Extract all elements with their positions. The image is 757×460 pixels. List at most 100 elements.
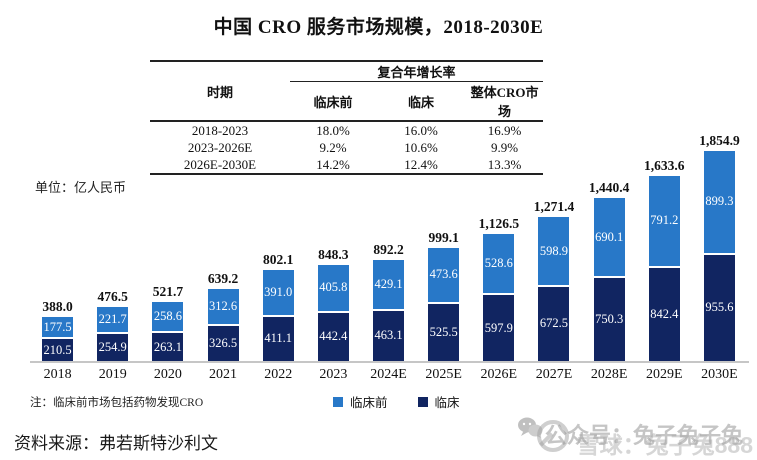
table-cell: 18.0% bbox=[316, 122, 350, 138]
bar-segment-clinical: 442.4 bbox=[317, 310, 349, 361]
table-header-clinical: 临床 bbox=[407, 94, 434, 110]
x-axis-label: 2020 bbox=[153, 367, 182, 382]
bar-segment-preclinical: 791.2 bbox=[648, 176, 680, 266]
bar-segment-clinical: 463.1 bbox=[373, 308, 405, 361]
x-axis-label: 2026E bbox=[480, 367, 518, 382]
bar-segment-preclinical: 899.3 bbox=[703, 151, 735, 253]
bar-segment-preclinical: 473.6 bbox=[428, 247, 460, 302]
x-axis-line bbox=[30, 361, 749, 363]
bar-segment-preclinical: 221.7 bbox=[97, 307, 129, 333]
table-cell: 12.4% bbox=[404, 156, 438, 172]
cagr-table: 时期 复合年增长率 临床前 临床 整体CRO市场 2018-2023 18.0% 1… bbox=[150, 60, 544, 175]
bar-column: 476.5 221.7 254.9 bbox=[85, 289, 140, 361]
total-value-label: 1,854.9 bbox=[699, 133, 740, 149]
table-cell: 10.6% bbox=[404, 139, 438, 155]
bar-segment-clinical: 597.9 bbox=[483, 293, 515, 361]
table-row: 2026E-2030E 14.2% 12.4% 13.3% bbox=[150, 156, 543, 174]
table-header-overall-cro: 整体CRO市场 bbox=[470, 85, 539, 119]
bar-column: 892.2 429.1 463.1 bbox=[361, 242, 416, 361]
bar-segment-preclinical: 177.5 bbox=[42, 317, 74, 338]
preclinical-swatch-icon bbox=[333, 396, 343, 407]
bar-column: 848.3 405.8 442.4 bbox=[306, 247, 361, 361]
x-axis-label: 2024E bbox=[370, 367, 407, 382]
legend-label-clinical: 临床 bbox=[434, 396, 460, 410]
x-axis-label: 2030E bbox=[701, 367, 738, 382]
x-axis-label: 2021 bbox=[209, 367, 238, 382]
bar-segment-clinical: 955.6 bbox=[703, 252, 735, 361]
x-axis-label: 2023 bbox=[319, 367, 348, 382]
bar-segment-clinical: 525.5 bbox=[428, 301, 460, 361]
unit-label: 单位：亿人民币 bbox=[35, 180, 127, 195]
table-row: 2023-2026E 9.2% 10.6% 9.9% bbox=[150, 139, 543, 156]
total-value-label: 521.7 bbox=[152, 283, 184, 299]
table-cell: 9.9% bbox=[490, 139, 519, 155]
total-value-label: 999.1 bbox=[428, 229, 459, 245]
bar-column: 1,440.4 690.1 750.3 bbox=[582, 180, 637, 361]
legend-label-preclinical: 临床前 bbox=[350, 396, 388, 410]
bar-column: 521.7 258.6 263.1 bbox=[140, 284, 195, 361]
watermark: 公众号：兔子兔子兔 雪球：兔子兔888 bbox=[515, 412, 755, 458]
total-value-label: 848.3 bbox=[318, 247, 349, 263]
cagr-table-body: 2018-2023 18.0% 16.0% 16.9% 2023-2026E 9.2% 10… bbox=[150, 121, 543, 174]
bar-column: 802.1 391.0 411.1 bbox=[251, 252, 306, 361]
bar-column: 1,271.4 598.9 672.5 bbox=[526, 199, 581, 361]
total-value-label: 639.2 bbox=[207, 270, 239, 286]
bar-segment-preclinical: 690.1 bbox=[593, 198, 625, 277]
x-axis-labels: 2018 2019 2020 2021 2022 2023 2024E 2025E 2026E 2… bbox=[30, 367, 747, 383]
bar-segment-clinical: 254.9 bbox=[97, 332, 129, 361]
x-axis-label: 2027E bbox=[535, 367, 573, 382]
total-value-label: 1,633.6 bbox=[644, 158, 685, 174]
total-value-label: 1,440.4 bbox=[588, 180, 630, 196]
page-title: 中国 CRO 服务市场规模，2018-2030E bbox=[213, 17, 544, 38]
x-axis-label: 2022 bbox=[264, 367, 293, 382]
total-value-label: 802.1 bbox=[263, 252, 294, 268]
watermark-text-secondary: 雪球：兔子兔888 bbox=[576, 432, 753, 458]
table-header-period: 时期 bbox=[206, 84, 233, 100]
bar-column: 1,854.9 899.3 955.6 bbox=[692, 133, 747, 361]
bar-segment-preclinical: 312.6 bbox=[207, 288, 239, 324]
chart-legend: 临床前 临床 bbox=[333, 392, 460, 411]
bar-segment-clinical: 842.4 bbox=[648, 265, 680, 361]
bar-column: 1,126.5 528.6 597.9 bbox=[471, 216, 526, 361]
table-header-cagr: 复合年增长率 bbox=[290, 61, 544, 82]
bar-segment-preclinical: 405.8 bbox=[317, 265, 349, 311]
wechat-icon bbox=[518, 417, 543, 438]
table-row: 2018-2023 18.0% 16.0% 16.9% bbox=[150, 121, 543, 139]
bar-segment-clinical: 672.5 bbox=[538, 284, 570, 361]
footnote: 注：临床前市场包括药物发现CRO bbox=[30, 397, 204, 409]
table-header-preclinical: 临床前 bbox=[313, 94, 353, 110]
x-axis-label: 2019 bbox=[98, 367, 127, 382]
circle-badge-icon bbox=[537, 420, 569, 452]
bar-segment-preclinical: 391.0 bbox=[262, 270, 294, 315]
x-axis-label: 2025E bbox=[425, 367, 462, 382]
table-cell: 2023-2026E bbox=[187, 139, 253, 155]
cagr-table-header: 时期 复合年增长率 临床前 临床 整体CRO市场 bbox=[150, 61, 544, 121]
bar-segment-clinical: 411.1 bbox=[262, 314, 294, 361]
table-cell: 16.9% bbox=[487, 122, 522, 138]
table-cell: 2018-2023 bbox=[191, 122, 249, 138]
total-value-label: 476.5 bbox=[97, 289, 128, 305]
source-label: 资料来源：弗若斯特沙利文 bbox=[14, 434, 218, 453]
bar-segment-preclinical: 598.9 bbox=[538, 217, 570, 285]
total-value-label: 1,126.5 bbox=[478, 215, 520, 231]
bar-segment-clinical: 210.5 bbox=[42, 337, 74, 361]
legend-item-clinical: 临床 bbox=[417, 392, 460, 411]
clinical-swatch-icon bbox=[417, 396, 428, 407]
bar-segment-clinical: 326.5 bbox=[207, 324, 239, 361]
table-cell: 13.3% bbox=[487, 156, 522, 172]
total-value-label: 892.2 bbox=[373, 242, 404, 258]
bar-segment-clinical: 750.3 bbox=[593, 276, 625, 361]
table-cell: 9.2% bbox=[319, 139, 347, 155]
bar-segment-clinical: 263.1 bbox=[152, 331, 184, 361]
bar-chart: 388.0 177.5 210.5 476.5 221.7 254.9 521.7 258.6… bbox=[30, 130, 747, 361]
bar-column: 388.0 177.5 210.5 bbox=[30, 299, 85, 361]
table-cell: 16.0% bbox=[404, 122, 438, 138]
table-cell: 14.2% bbox=[316, 156, 350, 172]
bar-segment-preclinical: 429.1 bbox=[373, 260, 405, 309]
table-cell: 2026E-2030E bbox=[183, 156, 257, 172]
bar-column: 639.2 312.6 326.5 bbox=[195, 271, 250, 361]
total-value-label: 388.0 bbox=[42, 299, 73, 315]
bar-column: 1,633.6 791.2 842.4 bbox=[637, 158, 692, 361]
bar-column: 999.1 473.6 525.5 bbox=[416, 230, 471, 361]
